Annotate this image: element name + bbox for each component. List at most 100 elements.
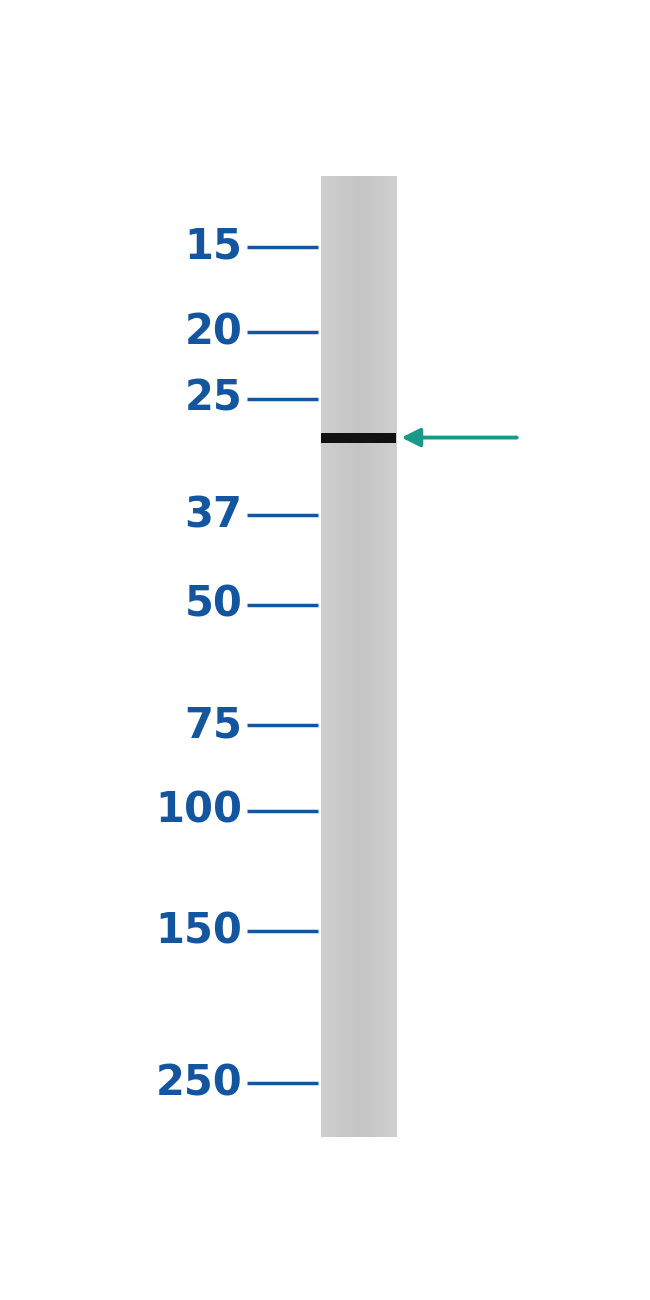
Bar bbox=[345, 176, 346, 1138]
Bar bbox=[374, 176, 376, 1138]
Bar bbox=[367, 176, 368, 1138]
Bar bbox=[386, 176, 387, 1138]
Bar bbox=[359, 176, 360, 1138]
Bar bbox=[335, 176, 336, 1138]
Bar bbox=[357, 176, 358, 1138]
Bar bbox=[335, 176, 337, 1138]
Bar bbox=[347, 176, 348, 1138]
Bar bbox=[325, 176, 326, 1138]
Text: 75: 75 bbox=[185, 705, 242, 746]
Bar bbox=[337, 176, 339, 1138]
Bar bbox=[343, 176, 344, 1138]
Bar bbox=[352, 176, 354, 1138]
Text: 20: 20 bbox=[185, 311, 242, 354]
Bar bbox=[329, 176, 330, 1138]
Bar bbox=[349, 176, 350, 1138]
Bar bbox=[380, 176, 382, 1138]
Bar bbox=[384, 176, 385, 1138]
Bar bbox=[390, 176, 391, 1138]
Text: 150: 150 bbox=[155, 910, 242, 953]
Bar bbox=[369, 176, 370, 1138]
Bar bbox=[324, 176, 326, 1138]
Bar bbox=[351, 176, 352, 1138]
Bar bbox=[346, 176, 348, 1138]
Text: 15: 15 bbox=[185, 226, 242, 268]
Bar bbox=[356, 176, 357, 1138]
Bar bbox=[360, 176, 361, 1138]
Bar bbox=[328, 176, 330, 1138]
Bar bbox=[348, 176, 349, 1138]
Bar bbox=[353, 176, 354, 1138]
Bar bbox=[339, 176, 340, 1138]
Bar bbox=[352, 176, 353, 1138]
Bar bbox=[326, 176, 328, 1138]
Bar bbox=[376, 176, 377, 1138]
Bar bbox=[393, 176, 395, 1138]
Bar bbox=[354, 176, 355, 1138]
Bar bbox=[320, 433, 396, 442]
Bar bbox=[320, 176, 322, 1138]
Bar bbox=[375, 176, 376, 1138]
Bar bbox=[395, 176, 396, 1138]
Text: 37: 37 bbox=[185, 494, 242, 536]
Bar bbox=[344, 176, 346, 1138]
Bar bbox=[388, 176, 389, 1138]
Bar bbox=[331, 176, 332, 1138]
Bar bbox=[371, 176, 372, 1138]
Bar bbox=[387, 176, 388, 1138]
Bar bbox=[370, 176, 372, 1138]
Bar bbox=[344, 176, 345, 1138]
Bar bbox=[356, 176, 358, 1138]
Bar bbox=[372, 176, 374, 1138]
Bar bbox=[363, 176, 365, 1138]
Bar bbox=[348, 176, 350, 1138]
Bar bbox=[361, 176, 362, 1138]
Bar bbox=[380, 176, 381, 1138]
Bar bbox=[354, 176, 356, 1138]
Bar bbox=[334, 176, 335, 1138]
Bar bbox=[370, 176, 371, 1138]
Bar bbox=[385, 176, 387, 1138]
Bar bbox=[376, 176, 378, 1138]
Bar bbox=[341, 176, 342, 1138]
Bar bbox=[389, 176, 391, 1138]
Bar bbox=[338, 176, 339, 1138]
Bar bbox=[323, 176, 324, 1138]
Bar bbox=[372, 176, 373, 1138]
Bar bbox=[385, 176, 386, 1138]
Bar bbox=[389, 176, 390, 1138]
Bar bbox=[322, 176, 323, 1138]
Bar bbox=[339, 176, 341, 1138]
Bar bbox=[395, 176, 396, 1138]
Bar bbox=[367, 176, 369, 1138]
Bar bbox=[350, 176, 351, 1138]
Bar bbox=[384, 176, 385, 1138]
Bar bbox=[321, 176, 322, 1138]
Bar bbox=[358, 176, 359, 1138]
Bar bbox=[333, 176, 335, 1138]
Bar bbox=[377, 176, 378, 1138]
Bar bbox=[340, 176, 341, 1138]
Bar bbox=[330, 176, 332, 1138]
Bar bbox=[362, 176, 363, 1138]
Bar bbox=[366, 176, 367, 1138]
Bar bbox=[324, 176, 325, 1138]
Bar bbox=[328, 176, 329, 1138]
Bar bbox=[365, 176, 367, 1138]
Bar bbox=[326, 176, 327, 1138]
Bar bbox=[394, 176, 395, 1138]
Bar bbox=[382, 176, 384, 1138]
Text: 50: 50 bbox=[185, 584, 242, 625]
Bar bbox=[381, 176, 382, 1138]
Text: 25: 25 bbox=[185, 377, 242, 420]
Bar bbox=[363, 176, 364, 1138]
Bar bbox=[368, 176, 369, 1138]
Bar bbox=[379, 176, 380, 1138]
Bar bbox=[382, 176, 383, 1138]
Bar bbox=[373, 176, 374, 1138]
Bar bbox=[391, 176, 393, 1138]
Bar bbox=[333, 176, 334, 1138]
Bar bbox=[343, 176, 344, 1138]
Bar bbox=[332, 176, 333, 1138]
Bar bbox=[342, 176, 343, 1138]
